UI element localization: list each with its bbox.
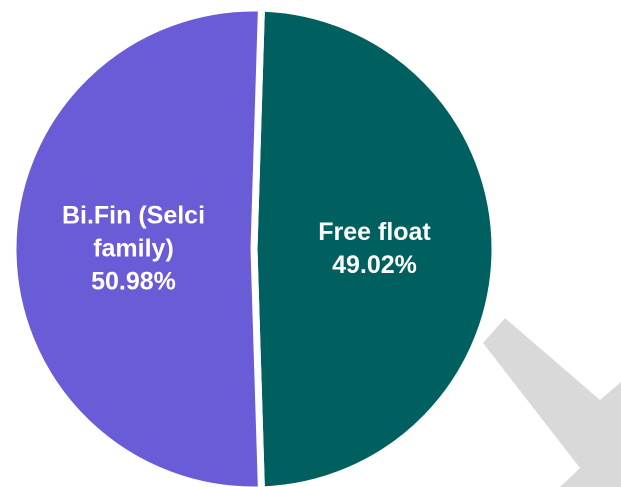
slice-label: Free float 49.02% xyxy=(270,216,480,282)
pie-slice xyxy=(250,4,499,487)
pie xyxy=(9,4,499,487)
category-label: Free float xyxy=(318,218,431,246)
arrow xyxy=(483,318,621,487)
value-label: 49.02% xyxy=(332,251,417,279)
value-label: 50.98% xyxy=(91,267,176,296)
pie-slice xyxy=(9,4,265,487)
category-label: Bi.Fin (Selci family) xyxy=(61,201,206,263)
slice-label: Bi.Fin (Selci family) 50.98% xyxy=(29,200,239,299)
